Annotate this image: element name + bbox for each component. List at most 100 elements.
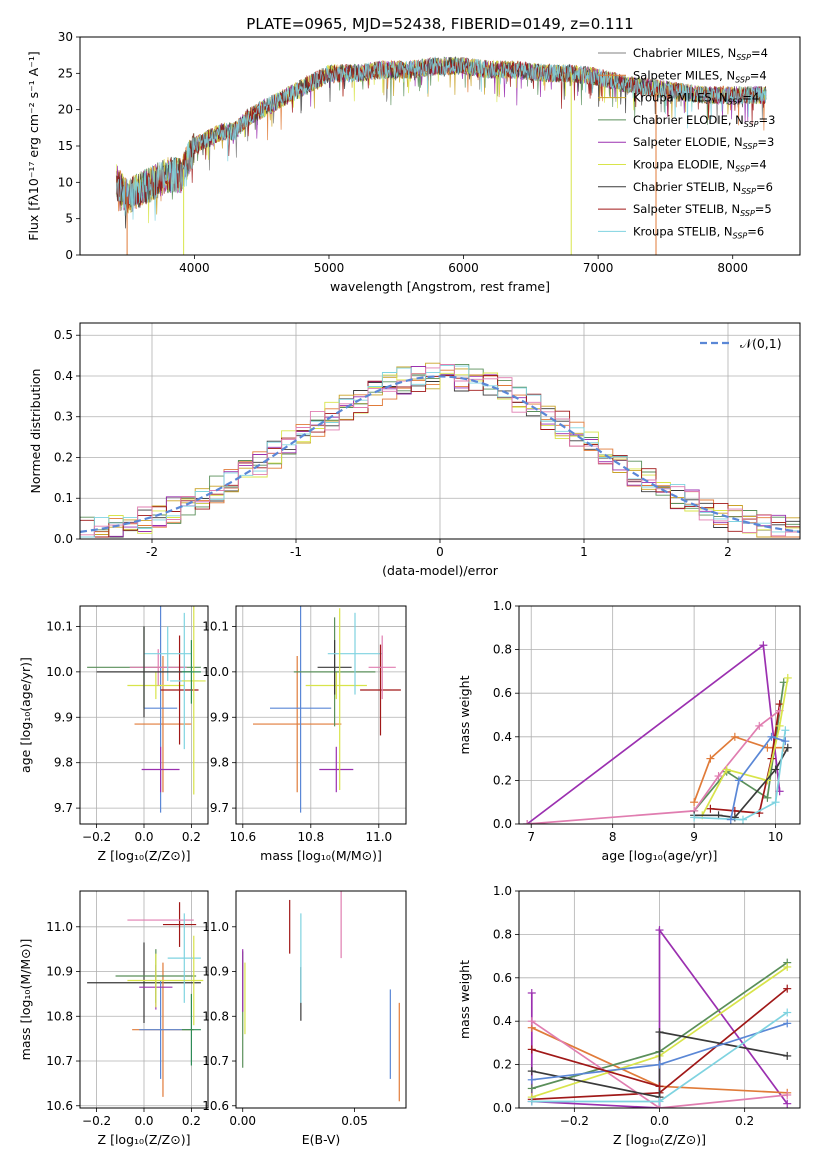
weight-series-7: [694, 730, 787, 821]
y-tick-label: 10.8: [202, 1009, 229, 1023]
x-tick-label: 0.05: [341, 1114, 368, 1128]
y-tick-label: 15: [58, 139, 73, 153]
x-tick-label: 8000: [717, 261, 748, 275]
spectrum-series-7: [115, 57, 767, 213]
y-tick-label: 10.7: [46, 1054, 73, 1068]
y-tick-label: 0.0: [54, 532, 73, 546]
x-axis-label: (data-model)/error: [382, 563, 499, 578]
y-tick-label: 9.9: [54, 710, 73, 724]
y-tick-label: 30: [58, 30, 73, 44]
plots-container: 4000 5000 6000 7000 8000051015202530waveleng…: [18, 30, 801, 1147]
weight-series-2: [693, 682, 785, 812]
y-axis-label: Normed distribution: [28, 369, 43, 494]
x-tick-label: 10.8: [297, 830, 324, 844]
spectrum-legend: Chabrier MILES, NSSP=4 Salpeter MILES, NS…: [598, 46, 775, 240]
plot-area: [523, 641, 792, 824]
y-tick-label: 9.9: [210, 710, 229, 724]
normal-curve: [80, 375, 800, 533]
y-tick-label: 10.0: [202, 665, 229, 679]
weight-series-8: [729, 735, 786, 820]
axes-frame: [79, 890, 209, 1109]
y-tick-label: 0.4: [493, 1014, 512, 1028]
spectrum-series-8: [115, 55, 767, 221]
legend-entry: Salpeter ELODIE, NSSP=3: [633, 135, 774, 151]
y-tick-label: 10.6: [46, 1099, 73, 1113]
plot-area: [527, 926, 792, 1108]
chart-residuals: -2 -1 0 1 2 0.0 0.1 0.2 0.3 0.4 0.5 (data-model)/er…: [28, 322, 801, 578]
y-tick-label: 1.0: [493, 599, 512, 613]
chart-mass_weight_vs_Z: −0.2 0.0 0.2 0.0 0.2 0.4 0.6 0.8 1.0 Z [log₁₀(Z/Z…: [457, 884, 801, 1147]
chart-mass_vs_Z: −0.2 0.0 0.2 10.6 10.7 10.8 10.9 11.0 Z [log₁₀(Z…: [18, 890, 209, 1147]
axes-frame: [518, 605, 801, 825]
plot-area: [253, 606, 401, 813]
x-tick-label: 11.0: [365, 830, 392, 844]
y-tick-label: 10: [58, 175, 73, 189]
x-tick-label: 2: [724, 545, 732, 559]
figure-title: PLATE=0965, MJD=52438, FIBERID=0149, z=0…: [246, 15, 633, 33]
y-tick-label: 11.0: [202, 920, 229, 934]
axes-frame: [235, 890, 407, 1109]
y-axis-label: age [log₁₀(age/yr)]: [18, 657, 33, 773]
y-tick-label: 10.7: [202, 1054, 229, 1068]
y-tick-label: 0.6: [493, 686, 512, 700]
y-tick-label: 5: [65, 212, 73, 226]
y-tick-label: 0.0: [493, 1101, 512, 1115]
plot-area: [87, 902, 204, 1097]
x-axis-label: E(B-V): [302, 1132, 341, 1147]
x-tick-label: 0.2: [735, 1114, 754, 1128]
legend-entry: Kroupa STELIB, NSSP=6: [633, 224, 764, 240]
grid: [236, 606, 406, 824]
x-tick-label: 0.0: [134, 1114, 153, 1128]
x-axis-label: Z [log₁₀(Z/Z⊙)]: [98, 1132, 191, 1147]
x-tick-label: 10.6: [229, 830, 256, 844]
y-tick-label: 9.7: [210, 801, 229, 815]
plot-area: [242, 891, 400, 1102]
x-tick-label: −0.2: [82, 830, 111, 844]
legend-entry: Chabrier ELODIE, NSSP=3: [633, 113, 775, 129]
y-tick-label: 0: [65, 248, 73, 262]
weight-series-9: [531, 1048, 660, 1088]
axes-frame: [235, 605, 407, 825]
legend-entry: 𝒩(0,1): [740, 336, 782, 351]
x-tick-label: 7: [527, 830, 535, 844]
residual-legend: 𝒩(0,1): [700, 336, 782, 351]
chart-mass_weight_vs_age: 7 8 9 10 0.0 0.2 0.4 0.6 0.8 1.0 age [log₁₀(age/yr…: [457, 599, 801, 863]
y-tick-label: 1.0: [493, 884, 512, 898]
x-tick-label: 0.2: [182, 1114, 201, 1128]
y-tick-label: 10.1: [46, 619, 73, 633]
y-tick-label: 11.0: [46, 920, 73, 934]
chart-age_vs_Z: −0.2 0.0 0.2 9.7 9.8 9.9 10.0 10.1 Z [log₁₀(Z/Z⊙…: [18, 605, 209, 863]
axes-frame: [79, 322, 801, 540]
histogram-series-8: [80, 364, 800, 537]
x-tick-label: 8: [609, 830, 617, 844]
y-tick-label: 0.2: [493, 773, 512, 787]
x-axis-label: wavelength [Angstrom, rest frame]: [330, 279, 550, 294]
y-tick-label: 0.3: [54, 410, 73, 424]
legend-entry: Chabrier STELIB, NSSP=6: [633, 180, 773, 196]
x-tick-label: 0.0: [650, 1114, 669, 1128]
weight-series-5: [701, 677, 789, 816]
y-tick-label: 0.1: [54, 491, 73, 505]
y-axis-label: mass [log₁₀(M/M⊙)]: [18, 939, 33, 1061]
x-tick-label: 4000: [179, 261, 210, 275]
x-tick-label: 0.2: [182, 830, 201, 844]
x-tick-label: 10: [768, 830, 783, 844]
plot-area: [80, 362, 800, 538]
y-tick-label: 10.8: [46, 1009, 73, 1023]
y-tick-label: 10.9: [46, 965, 73, 979]
x-tick-label: −0.2: [560, 1114, 589, 1128]
y-axis-label: Flux [fλ10⁻¹⁷ erg cm⁻² s⁻¹ A⁻¹]: [26, 51, 41, 240]
x-tick-label: 0.00: [229, 1114, 256, 1128]
chart-spectrum: 4000 5000 6000 7000 8000 0 5 10 15 20 25 30 waveleng…: [26, 30, 801, 294]
y-tick-label: 9.7: [54, 801, 73, 815]
weight-series-0: [530, 927, 788, 1108]
chart-age_vs_mass: 10.6 10.8 11.0 9.7 9.8 9.9 10.0 10.1 mass [log₁₀…: [202, 605, 407, 863]
y-tick-label: 0.4: [54, 369, 73, 383]
x-axis-label: Z [log₁₀(Z/Z⊙)]: [613, 1132, 706, 1147]
legend-entry: Salpeter STELIB, NSSP=5: [633, 202, 772, 218]
y-tick-label: 9.8: [210, 756, 229, 770]
axes-frame: [79, 36, 801, 256]
x-tick-label: 0: [436, 545, 444, 559]
x-tick-label: 5000: [314, 261, 345, 275]
